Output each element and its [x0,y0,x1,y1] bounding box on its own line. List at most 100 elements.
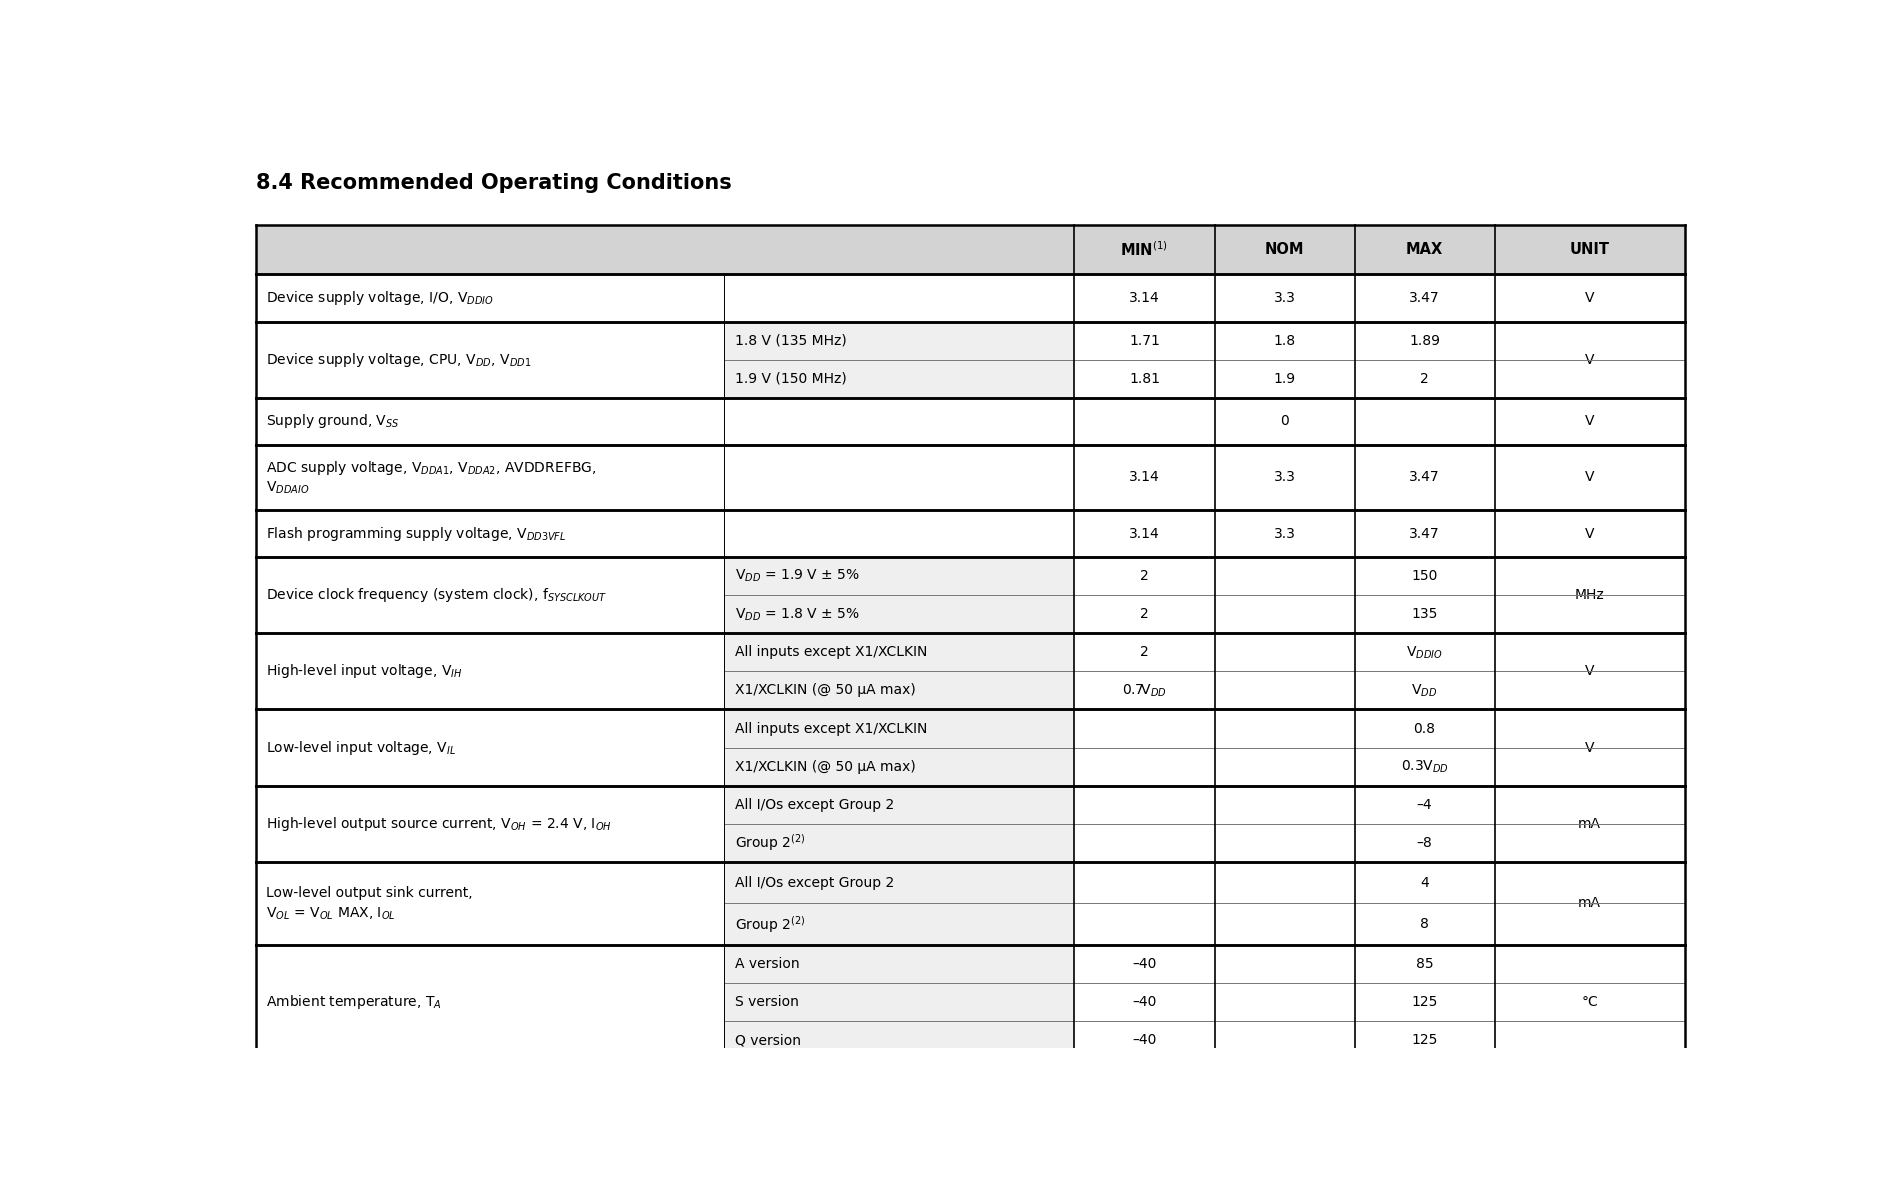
Text: Supply ground, V$_{SS}$: Supply ground, V$_{SS}$ [265,412,399,431]
Text: 4: 4 [1420,876,1429,890]
Text: V: V [1584,291,1594,305]
Bar [725,596,1075,633]
Bar [725,710,1075,747]
Text: –40: –40 [1132,996,1157,1009]
Text: V: V [1584,526,1594,540]
Text: 2: 2 [1140,645,1149,659]
Text: ADC supply voltage, V$_{DDA1}$, V$_{DDA2}$, AVDDREFBG,: ADC supply voltage, V$_{DDA1}$, V$_{DDA2… [265,459,596,477]
Text: 3.3: 3.3 [1274,471,1295,485]
Text: 2: 2 [1140,570,1149,584]
Text: V: V [1584,740,1594,754]
Bar [725,945,1075,983]
Text: 125: 125 [1412,996,1439,1009]
Text: Flash programming supply voltage, V$_{DD3VFL}$: Flash programming supply voltage, V$_{DD… [265,525,566,543]
Text: 3.3: 3.3 [1274,526,1295,540]
Text: 1.71: 1.71 [1128,333,1160,347]
Bar [725,785,1075,824]
Text: 2: 2 [1420,372,1429,386]
Text: X1/XCLKIN (@ 50 μA max): X1/XCLKIN (@ 50 μA max) [734,759,916,773]
Text: Device clock frequency (system clock), f$_{SYSCLKOUT}$: Device clock frequency (system clock), f… [265,586,608,604]
Text: 1.8 V (135 MHz): 1.8 V (135 MHz) [734,333,846,347]
Text: 2: 2 [1140,607,1149,621]
Text: mA: mA [1579,897,1601,911]
Bar [256,945,1685,1059]
Bar [256,510,1685,557]
Bar [256,710,1685,785]
Text: mA: mA [1579,817,1601,831]
Text: High-level input voltage, V$_{IH}$: High-level input voltage, V$_{IH}$ [265,663,462,680]
Text: 150: 150 [1412,570,1439,584]
Text: V: V [1584,471,1594,485]
Text: V: V [1584,665,1594,678]
Text: A version: A version [734,957,799,971]
Text: V$_{DD}$ = 1.8 V ± 5%: V$_{DD}$ = 1.8 V ± 5% [734,606,859,623]
Bar [256,398,1685,445]
Text: 85: 85 [1416,957,1433,971]
Text: Group 2$^{(2)}$: Group 2$^{(2)}$ [734,913,805,935]
Bar [725,824,1075,862]
Text: 3.14: 3.14 [1128,291,1160,305]
Text: 0.8: 0.8 [1414,722,1435,736]
Text: 1.9: 1.9 [1274,372,1295,386]
Text: MAX: MAX [1406,242,1442,257]
Text: High-level output source current, V$_{OH}$ = 2.4 V, I$_{OH}$: High-level output source current, V$_{OH… [265,814,611,832]
Text: 3.3: 3.3 [1274,291,1295,305]
Text: 1.81: 1.81 [1128,372,1160,386]
Bar [725,862,1075,904]
Text: 3.14: 3.14 [1128,526,1160,540]
Text: S version: S version [734,996,799,1009]
Text: 0.7V$_{DD}$: 0.7V$_{DD}$ [1123,683,1166,699]
Text: Low-level output sink current,: Low-level output sink current, [265,886,473,900]
Bar [256,633,1685,710]
Text: 0.3V$_{DD}$: 0.3V$_{DD}$ [1401,758,1448,774]
Text: V$_{DD}$ = 1.9 V ± 5%: V$_{DD}$ = 1.9 V ± 5% [734,568,859,585]
Text: 3.47: 3.47 [1408,471,1441,485]
Bar [725,904,1075,945]
Text: V: V [1584,414,1594,428]
Text: 125: 125 [1412,1033,1439,1048]
Text: All I/Os except Group 2: All I/Os except Group 2 [734,876,893,890]
Text: –40: –40 [1132,1033,1157,1048]
Text: 8: 8 [1420,917,1429,931]
Bar [725,1022,1075,1059]
Bar [725,321,1075,360]
Text: 1.9 V (150 MHz): 1.9 V (150 MHz) [734,372,846,386]
Bar [725,557,1075,596]
Text: V$_{DDAIO}$: V$_{DDAIO}$ [265,479,309,496]
Text: V$_{OL}$ = V$_{OL}$ MAX, I$_{OL}$: V$_{OL}$ = V$_{OL}$ MAX, I$_{OL}$ [265,905,396,922]
Text: All I/Os except Group 2: All I/Os except Group 2 [734,798,893,812]
Text: V: V [1584,353,1594,367]
Text: All inputs except X1/XCLKIN: All inputs except X1/XCLKIN [734,645,928,659]
Bar [725,747,1075,785]
Text: 1.8: 1.8 [1274,333,1295,347]
Text: °C: °C [1581,996,1598,1009]
Text: Group 2$^{(2)}$: Group 2$^{(2)}$ [734,832,805,853]
Text: V$_{DD}$: V$_{DD}$ [1412,683,1437,699]
Text: 3.47: 3.47 [1408,291,1441,305]
Bar [256,785,1685,862]
Text: Device supply voltage, CPU, V$_{DD}$, V$_{DD1}$: Device supply voltage, CPU, V$_{DD}$, V$… [265,351,532,368]
Bar [725,671,1075,710]
Text: 0: 0 [1280,414,1289,428]
Text: 135: 135 [1412,607,1439,621]
Text: MIN$^{(1)}$: MIN$^{(1)}$ [1121,240,1168,259]
Text: MHz: MHz [1575,588,1605,603]
Text: NOM: NOM [1265,242,1304,257]
Text: 3.14: 3.14 [1128,471,1160,485]
Bar [256,225,1685,274]
Text: X1/XCLKIN (@ 50 μA max): X1/XCLKIN (@ 50 μA max) [734,684,916,698]
Bar [256,862,1685,945]
Text: All inputs except X1/XCLKIN: All inputs except X1/XCLKIN [734,722,928,736]
Text: 1.89: 1.89 [1408,333,1441,347]
Text: V$_{DDIO}$: V$_{DDIO}$ [1406,644,1442,660]
Bar [725,360,1075,398]
Bar [725,983,1075,1022]
Text: Ambient temperature, T$_A$: Ambient temperature, T$_A$ [265,993,441,1011]
Text: Device supply voltage, I/O, V$_{DDIO}$: Device supply voltage, I/O, V$_{DDIO}$ [265,290,494,307]
Bar [256,557,1685,633]
Text: –40: –40 [1132,957,1157,971]
Text: –4: –4 [1416,798,1433,812]
Text: –8: –8 [1416,836,1433,850]
Text: 3.47: 3.47 [1408,526,1441,540]
Bar [256,445,1685,510]
